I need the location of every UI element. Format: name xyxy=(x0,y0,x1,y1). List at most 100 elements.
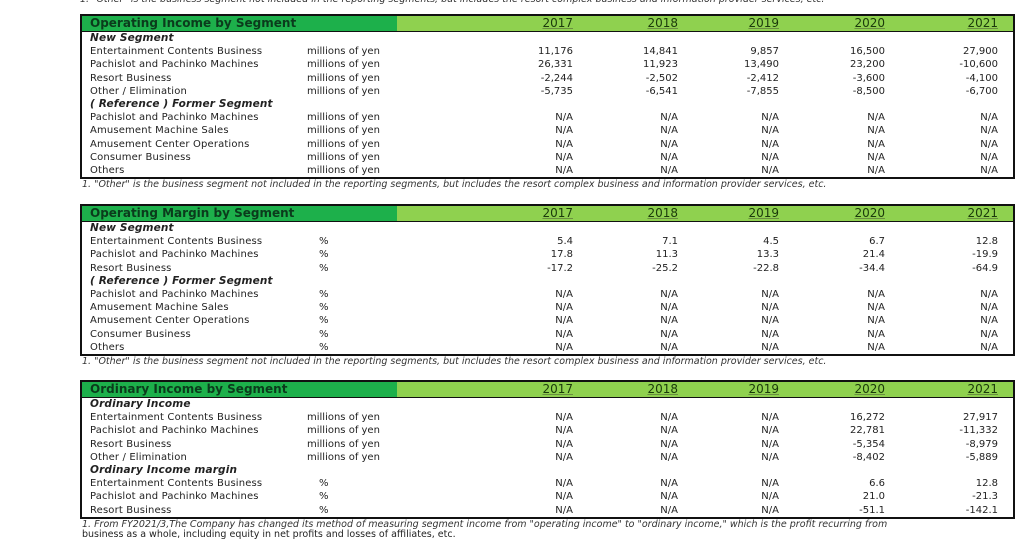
unit-label: millions of yen xyxy=(307,85,380,97)
value-cell-2021: N/A xyxy=(980,302,998,314)
year-header-2019: 2019 xyxy=(748,206,779,220)
value-cell-2017: N/A xyxy=(555,478,573,490)
value-cell-2017: 26,331 xyxy=(538,59,573,71)
table-row: Amusement Center Operations millions of y… xyxy=(82,138,1013,151)
value-cell-2017: -17.2 xyxy=(547,262,573,274)
value-cell-2021: N/A xyxy=(980,328,998,340)
value-cell-2018: N/A xyxy=(660,425,678,437)
row-label: Entertainment Contents Business xyxy=(90,412,263,424)
year-header-2019: 2019 xyxy=(748,382,779,396)
table-box: Operating Income by Segment 2017 2018 2019 2… xyxy=(80,14,1015,180)
value-cell-2021: -5,889 xyxy=(965,451,998,463)
value-cell-2020: N/A xyxy=(867,288,885,300)
value-cell-2017: 17.8 xyxy=(550,249,573,261)
unit-label: % xyxy=(319,491,329,503)
value-cell-2018: N/A xyxy=(660,288,678,300)
row-label: Pachislot and Pachinko Machines xyxy=(90,112,259,124)
table-row: Entertainment Contents Business millions … xyxy=(82,45,1013,58)
row-label: Resort Business xyxy=(90,504,172,516)
value-cell-2018: N/A xyxy=(660,302,678,314)
table-row: Pachislot and Pachinko Machines% 17.8 11.3… xyxy=(82,248,1013,261)
unit-label: millions of yen xyxy=(307,438,380,450)
value-cell-2020: N/A xyxy=(867,138,885,150)
row-label: Pachislot and Pachinko Machines xyxy=(90,59,259,71)
value-cell-2020: 6.7 xyxy=(869,236,885,248)
footnote: business as a whole, including equity in… xyxy=(82,528,456,540)
value-cell-2019: N/A xyxy=(761,328,779,340)
year-header-2020: 2020 xyxy=(854,16,885,30)
value-cell-2018: N/A xyxy=(660,341,678,353)
value-cell-2020: N/A xyxy=(867,125,885,137)
section-title: Ordinary Income by Segment xyxy=(82,382,397,397)
table-row: Pachislot and Pachinko Machines% N/A N/A N/… xyxy=(82,288,1013,301)
value-cell-2021: N/A xyxy=(980,151,998,163)
value-cell-2020: 21.4 xyxy=(862,249,885,261)
value-cell-2020: 22,781 xyxy=(850,425,885,437)
year-header-2021: 2021 xyxy=(967,206,998,220)
year-header-2020: 2020 xyxy=(854,206,885,220)
value-cell-2020: -51.1 xyxy=(859,504,885,516)
footnote: 1. From FY2021/3,The Company has changed… xyxy=(82,518,888,530)
table-row: Resort Business millions of yen -2,244 -2,5… xyxy=(82,72,1013,85)
year-header-2019: 2019 xyxy=(748,16,779,30)
subheading-row: New Segment xyxy=(82,32,1013,45)
value-cell-2018: -6,541 xyxy=(645,85,678,97)
unit-label: % xyxy=(319,341,329,353)
value-cell-2019: N/A xyxy=(761,425,779,437)
row-label: Resort Business xyxy=(90,262,172,274)
unit-label: millions of yen xyxy=(307,425,380,437)
year-header-2020: 2020 xyxy=(854,382,885,396)
table-row: Others millions of yen N/A N/A N/A N/A N/A xyxy=(82,164,1013,177)
value-cell-2019: -7,855 xyxy=(746,85,779,97)
value-cell-2018: 7.1 xyxy=(662,236,678,248)
year-header-2021: 2021 xyxy=(967,16,998,30)
value-cell-2020: N/A xyxy=(867,302,885,314)
value-cell-2017: N/A xyxy=(555,451,573,463)
table-header: Operating Income by Segment 2017 2018 2019 2… xyxy=(82,16,1013,32)
row-label: Entertainment Contents Business xyxy=(90,478,263,490)
value-cell-2018: N/A xyxy=(660,438,678,450)
subheading-row: ( Reference ) Former Segment xyxy=(82,98,1013,111)
value-cell-2018: N/A xyxy=(660,504,678,516)
value-cell-2019: N/A xyxy=(761,451,779,463)
value-cell-2021: -11,332 xyxy=(959,425,998,437)
value-cell-2019: N/A xyxy=(761,438,779,450)
value-cell-2018: 14,841 xyxy=(643,46,678,58)
year-header-2018: 2018 xyxy=(647,382,678,396)
table-row: Amusement Center Operations% N/A N/A N/A N/A… xyxy=(82,314,1013,327)
value-cell-2019: 13,490 xyxy=(744,59,779,71)
row-label: Entertainment Contents Business xyxy=(90,236,263,248)
value-cell-2020: N/A xyxy=(867,151,885,163)
value-cell-2018: N/A xyxy=(660,315,678,327)
value-cell-2019: N/A xyxy=(761,151,779,163)
value-cell-2019: N/A xyxy=(761,478,779,490)
value-cell-2019: N/A xyxy=(761,302,779,314)
value-cell-2020: N/A xyxy=(867,164,885,176)
value-cell-2021: N/A xyxy=(980,138,998,150)
value-cell-2021: -8,979 xyxy=(965,438,998,450)
value-cell-2021: -10,600 xyxy=(959,59,998,71)
table-row: Pachislot and Pachinko Machines millions … xyxy=(82,424,1013,437)
table-header: Operating Margin by Segment 2017 2018 2019 2… xyxy=(82,206,1013,222)
value-cell-2017: N/A xyxy=(555,504,573,516)
row-label: Other / Elimination xyxy=(90,85,187,97)
unit-label: % xyxy=(319,328,329,340)
section-title: Operating Margin by Segment xyxy=(82,206,397,221)
value-cell-2017: N/A xyxy=(555,438,573,450)
value-cell-2017: N/A xyxy=(555,164,573,176)
table-row: Other / Elimination millions of yen N/A N/A… xyxy=(82,451,1013,464)
row-label: Others xyxy=(90,341,125,353)
value-cell-2020: 21.0 xyxy=(862,491,885,503)
unit-label: millions of yen xyxy=(307,112,380,124)
value-cell-2021: 27,900 xyxy=(963,46,998,58)
value-cell-2017: N/A xyxy=(555,302,573,314)
value-cell-2019: 9,857 xyxy=(750,46,779,58)
value-cell-2020: N/A xyxy=(867,328,885,340)
value-cell-2017: N/A xyxy=(555,341,573,353)
row-label: Pachislot and Pachinko Machines xyxy=(90,288,259,300)
value-cell-2020: -8,402 xyxy=(852,451,885,463)
value-cell-2018: -25.2 xyxy=(652,262,678,274)
row-label: Amusement Center Operations xyxy=(90,138,250,150)
section-title: Operating Income by Segment xyxy=(82,16,397,31)
value-cell-2017: N/A xyxy=(555,412,573,424)
